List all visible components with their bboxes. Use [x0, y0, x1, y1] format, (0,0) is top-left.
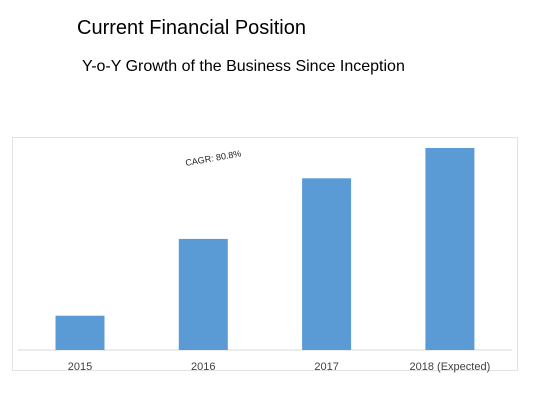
bar-2017 — [302, 178, 352, 350]
cagr-annotation: CAGR: 80.8% — [185, 148, 242, 168]
bar-2016 — [178, 238, 228, 350]
bar-2018 — [425, 148, 475, 350]
x-tick-label: 2017 — [314, 361, 338, 373]
bars-layer — [55, 148, 475, 350]
page-title: Current Financial Position — [77, 17, 306, 39]
x-tick-label: 2015 — [68, 361, 92, 373]
x-tick-label: 2018 (Expected) — [410, 361, 491, 373]
chart-frame — [12, 137, 518, 371]
x-tick-label: 2016 — [191, 361, 215, 373]
page-subtitle: Y-o-Y Growth of the Business Since Incep… — [82, 58, 405, 75]
x-tick-labels: 2015 2016 2017 2018 (Expected) — [68, 361, 491, 373]
bar-2015 — [55, 315, 105, 350]
